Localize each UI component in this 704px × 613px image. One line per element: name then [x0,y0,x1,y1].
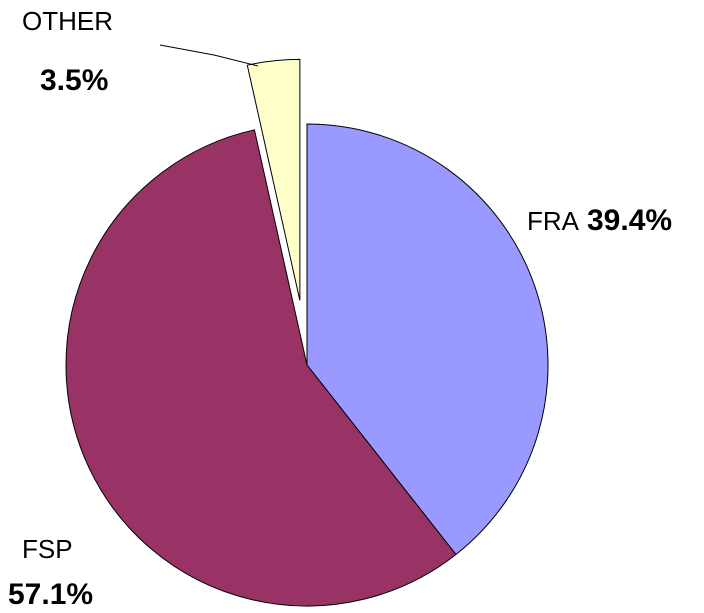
pie-slice [246,58,301,301]
pie-slice [306,123,549,556]
slice-name: FSP [22,534,73,564]
slice-value: 3.5% [40,64,108,97]
slice-name: OTHER [22,6,113,36]
slice-value: 57.1% [8,578,93,611]
leader-line [159,44,259,67]
slice-label: FRA 39.4% [527,204,672,237]
slice-name: FRA [527,206,580,236]
pie-slice [65,129,457,607]
slice-value: 39.4% [587,204,672,237]
